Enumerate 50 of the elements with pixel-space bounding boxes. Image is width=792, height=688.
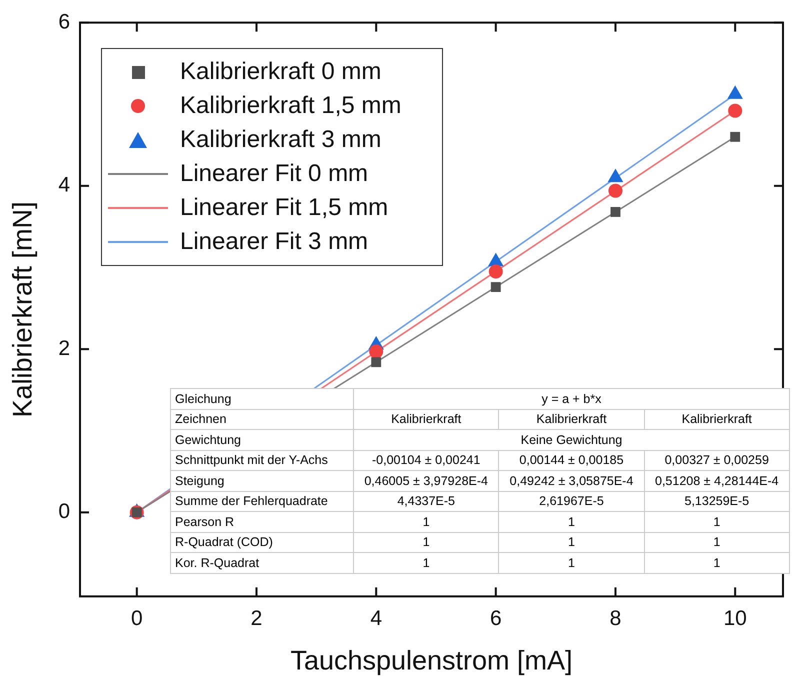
- annotation: 1: [354, 512, 499, 532]
- annotation: 1: [644, 532, 790, 552]
- annotation: Steigung: [170, 470, 354, 491]
- annotation: 1: [644, 512, 790, 532]
- annotation: R-Quadrat (COD): [170, 532, 354, 552]
- y-tick-label: 0: [58, 500, 70, 524]
- legend-label: Linearer Fit 0 mm: [180, 160, 368, 188]
- y-tick-label: 6: [58, 10, 70, 34]
- annotation: Zeichnen: [170, 409, 354, 430]
- annotation: Kor. R-Quadrat: [170, 552, 354, 573]
- annotation: 0,00327 ± 0,00259: [644, 450, 790, 470]
- annotation: Schnittpunkt mit der Y-Achs: [170, 450, 354, 470]
- annotation: 0,49242 ± 3,05875E-4: [498, 470, 644, 491]
- x-tick-label: 2: [250, 606, 262, 630]
- legend-label: Linearer Fit 3 mm: [180, 228, 368, 256]
- annotation: Summe der Fehlerquadrate: [170, 491, 354, 512]
- legend-label: Kalibrierkraft 3 mm: [180, 126, 382, 154]
- x-tick-label: 8: [610, 606, 622, 630]
- legend-label: Linearer Fit 1,5 mm: [180, 194, 388, 222]
- x-tick-label: 10: [723, 606, 747, 630]
- annotation: 1: [498, 532, 644, 552]
- annotation: Kalibrierkraft: [644, 409, 790, 430]
- y-axis-title: Kalibrierkraft [mN]: [8, 201, 38, 418]
- annotation: 4,4337E-5: [354, 491, 499, 512]
- annotation: Kalibrierkraft: [354, 409, 499, 430]
- annotation: 0,00144 ± 0,00185: [498, 450, 644, 470]
- y-tick-label: 4: [58, 174, 70, 197]
- annotation: Gewichtung: [170, 430, 354, 450]
- annotation: 1: [644, 552, 790, 573]
- annotation: Kalibrierkraft: [498, 409, 644, 430]
- y-tick-label: 2: [58, 336, 70, 360]
- annotation: Pearson R: [170, 512, 354, 532]
- annotation: y = a + b*x: [354, 388, 790, 409]
- x-axis-title: Tauchspulenstrom [mA]: [290, 645, 573, 676]
- legend-label: Kalibrierkraft 1,5 mm: [180, 92, 402, 120]
- annotation: 0,51208 ± 4,28144E-4: [644, 470, 790, 491]
- annotation: 1: [354, 552, 499, 573]
- annotation: 1: [498, 552, 644, 573]
- annotation: 5,13259E-5: [644, 491, 790, 512]
- annotation: 1: [354, 532, 499, 552]
- annotation: 1: [498, 512, 644, 532]
- annotation: Gleichung: [170, 388, 354, 409]
- annotation: -0,00104 ± 0,00241: [354, 450, 499, 470]
- legend-label: Kalibrierkraft 0 mm: [180, 58, 382, 86]
- annotation: 0,46005 ± 3,97928E-4: [354, 470, 499, 491]
- annotation: 2,61967E-5: [498, 491, 644, 512]
- annotation: Keine Gewichtung: [354, 430, 790, 450]
- x-tick-label: 4: [370, 606, 382, 630]
- x-tick-label: 0: [130, 606, 143, 630]
- x-tick-label: 6: [490, 606, 502, 630]
